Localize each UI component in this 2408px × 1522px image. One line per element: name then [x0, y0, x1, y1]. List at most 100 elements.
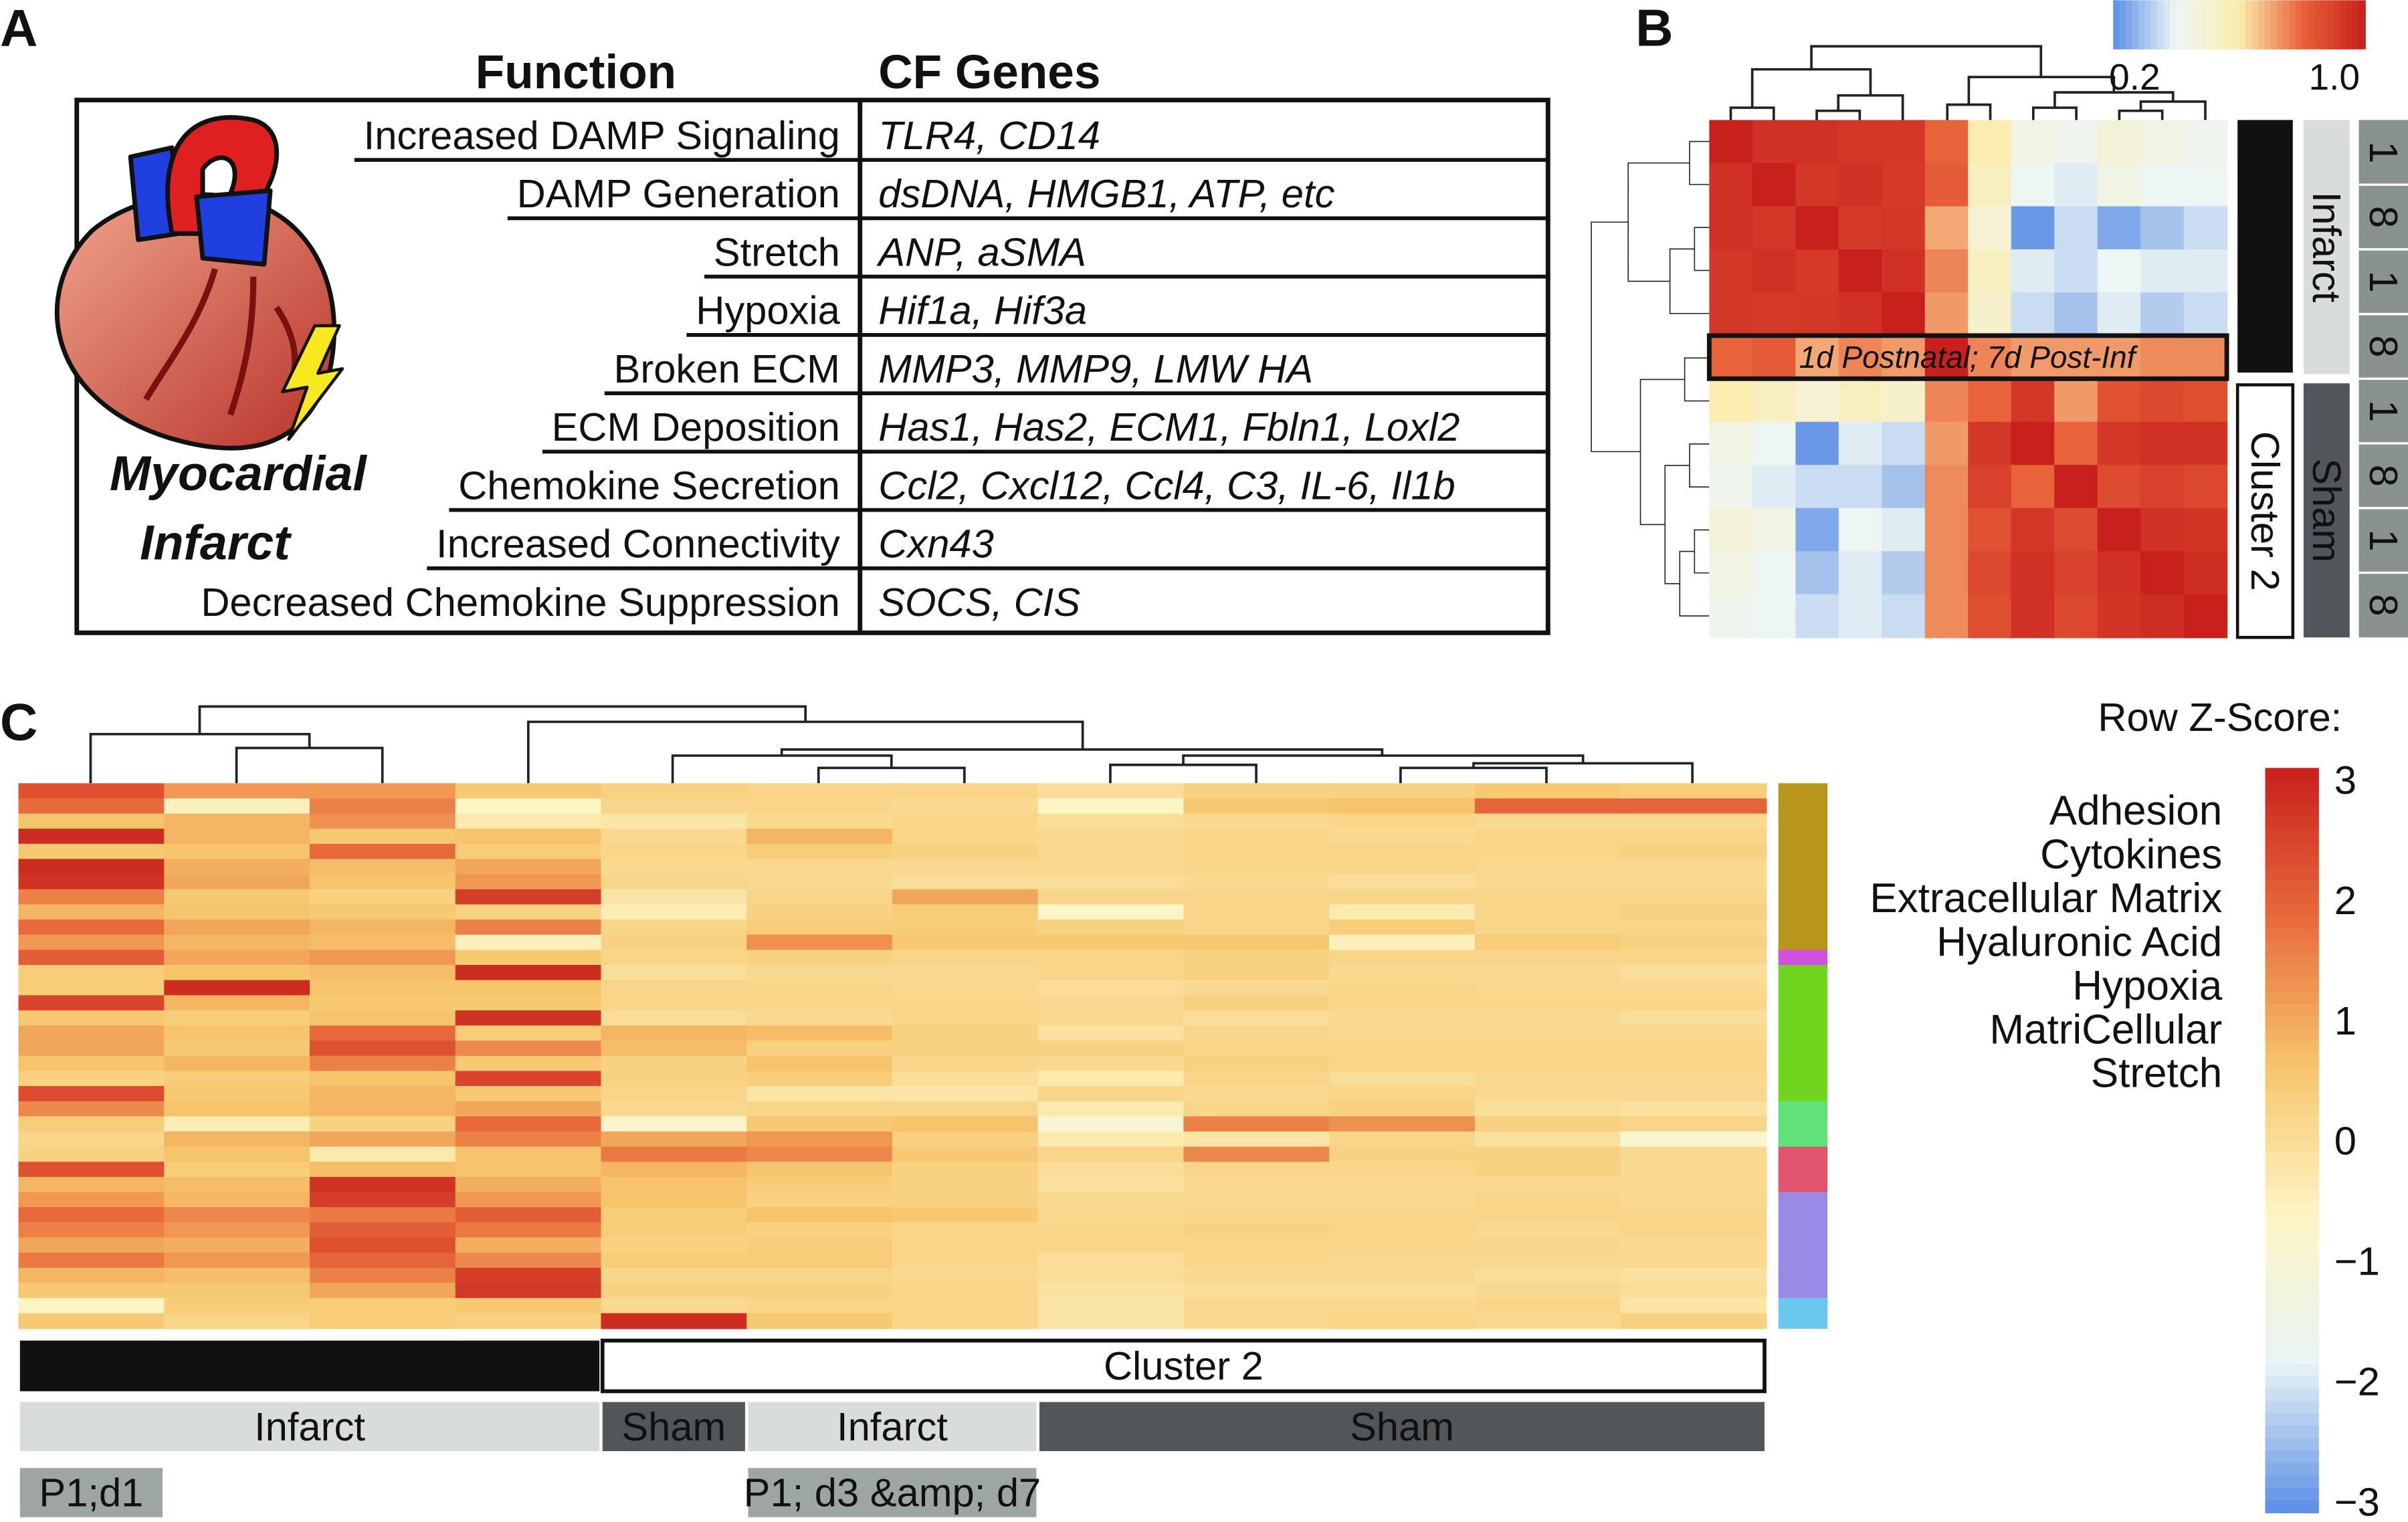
heatmap-cell: [164, 1207, 311, 1224]
heatmap-cell: [310, 1010, 456, 1026]
heatmap-cell: [164, 1222, 311, 1238]
side-bar: [2235, 383, 2295, 639]
annotation-bar-label: P1;d1: [39, 1471, 143, 1515]
heatmap-cell: [2054, 551, 2098, 595]
heatmap-cell: [601, 1025, 748, 1042]
colorbar-swatch: [2265, 1364, 2319, 1377]
heatmap-cell: [2054, 594, 2098, 639]
heatmap-cell: [164, 1313, 311, 1329]
heatmap-cell: [1752, 594, 1797, 639]
gene-text: Hif1a, Hif3a: [878, 288, 1087, 333]
heatmap-cell: [455, 829, 602, 845]
heatmap-cell: [1882, 508, 1926, 552]
heatmap-cell: [310, 1192, 456, 1208]
heatmap-cell: [455, 904, 602, 921]
heatmap-cell: [455, 783, 602, 800]
heatmap-cell: [1037, 1283, 1185, 1299]
heatmap-cell: [310, 1207, 456, 1224]
heatmap-cell: [2054, 120, 2098, 165]
heatmap-cell: [1037, 829, 1185, 845]
column-dendrogram: [89, 705, 1694, 784]
heatmap-cell: [1037, 1207, 1185, 1224]
heatmap-cell: [1620, 889, 1767, 905]
colorbar-swatch: [2265, 1438, 2319, 1452]
heatmap-cell: [1752, 292, 1797, 336]
heatmap-cell: [1183, 1176, 1330, 1193]
heatmap-cell: [455, 1267, 602, 1284]
heatmap-cell: [1329, 1176, 1476, 1193]
heatmap-cell: [18, 783, 165, 800]
heatmap-cell: [1882, 594, 1926, 639]
heatmap-cell: [1183, 995, 1330, 1012]
heatmap-cell: [892, 889, 1039, 905]
heatmap-cell: [2011, 508, 2055, 552]
heatmap-cell: [1474, 1146, 1621, 1163]
heatmap-cell: [310, 1025, 456, 1042]
heatmap-cell: [1329, 980, 1476, 996]
colorbar-swatch: [2265, 1078, 2319, 1092]
heatmap-cell: [1795, 292, 1839, 336]
heatmap-cell: [164, 889, 311, 905]
heatmap-cell: [18, 904, 165, 921]
heatmap-cell: [2011, 378, 2055, 423]
colorbar-swatch: [2270, 0, 2278, 49]
heatmap-cell: [1838, 378, 1883, 423]
heatmap-cell: [746, 1041, 894, 1057]
annotation-bar-label: Sham: [1350, 1404, 1454, 1449]
heatmap-cell: [601, 1055, 748, 1072]
heatmap-cell: [2183, 465, 2228, 509]
heatmap-cell: [892, 1267, 1039, 1284]
colorbar-swatch: [2265, 768, 2319, 782]
heatmap-cell: [164, 1283, 311, 1299]
heatmap-cell: [18, 950, 165, 966]
heatmap-cell: [310, 1041, 456, 1057]
heatmap-cell: [1620, 813, 1767, 830]
legend-entry: Hyaluronic Acid: [1936, 919, 2222, 965]
heatmap-cell: [164, 798, 311, 814]
heatmap-cell: [18, 1162, 165, 1178]
heatmap-cell: [164, 1267, 311, 1284]
annotation-bar-label: Sham: [621, 1404, 726, 1449]
heatmap-cell: [2183, 249, 2228, 294]
heatmap-cell: [2054, 421, 2098, 466]
heatmap-cell: [892, 1162, 1039, 1178]
heatmap-cell: [1620, 859, 1767, 875]
heatmap-cell: [1620, 1253, 1767, 1269]
heatmap-cell: [2140, 206, 2185, 251]
heatmap-cell: [1474, 1283, 1621, 1299]
heatmap-cell: [601, 783, 748, 800]
gene-text: ANP, aSMA: [876, 229, 1086, 274]
heatmap-cell: [310, 1176, 456, 1193]
day-label: 1: [2361, 400, 2406, 422]
colorbar-swatch: [2265, 1376, 2319, 1390]
heatmap-cell: [892, 843, 1039, 860]
colorbar-swatch: [2265, 1339, 2319, 1352]
heatmap-cell: [1882, 378, 1926, 423]
heatmap-cell: [2097, 206, 2142, 251]
column-dendrogram: [1729, 45, 2207, 120]
heatmap-cell: [601, 843, 748, 860]
heatmap-cell: [1882, 465, 1926, 509]
heatmap-cell: [1037, 874, 1185, 890]
colorbar-swatch: [2265, 1400, 2319, 1414]
heatmap-cell: [746, 1101, 894, 1117]
heatmap-cell: [164, 1131, 311, 1148]
heatmap-cell: [601, 1146, 748, 1163]
heatmap-cell: [746, 1146, 894, 1163]
heatmap-cell: [1183, 1267, 1330, 1284]
heatmap-cell: [1329, 1041, 1476, 1057]
colorbar-tick-label: 0: [2334, 1119, 2356, 1164]
heatmap-cell: [2097, 594, 2142, 639]
heatmap-cell: [746, 1237, 894, 1254]
heatmap-cell: [1474, 950, 1621, 966]
heatmap-cell: [1037, 1253, 1185, 1269]
colorbar-swatch: [2265, 1065, 2319, 1079]
day-label: 8: [2361, 465, 2406, 487]
heatmap-cell: [455, 1298, 602, 1314]
colorbar-swatch: [2195, 0, 2203, 49]
heatmap-cell: [746, 829, 894, 845]
heatmap-cell: [164, 1176, 311, 1193]
heatmap-cell: [2097, 249, 2142, 294]
heatmap-cell: [892, 1041, 1039, 1057]
